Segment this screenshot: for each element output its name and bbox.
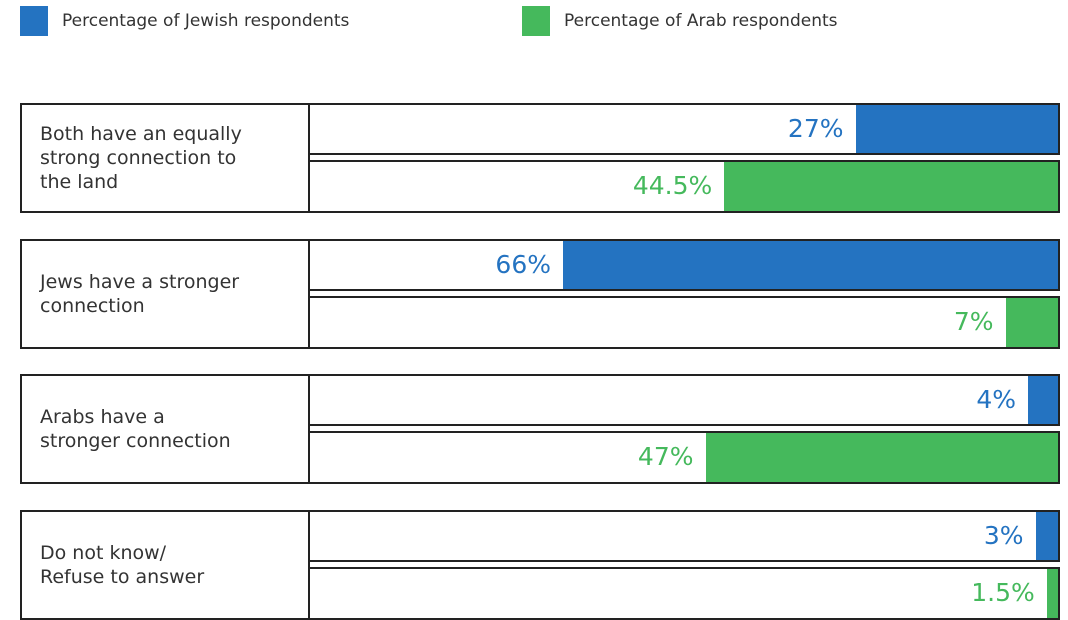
bar-lane: 66% [308, 238, 1060, 291]
bar [563, 240, 1058, 289]
value-label: 4% [976, 385, 1016, 415]
value-label: 3% [983, 521, 1024, 551]
value-label: 47% [637, 442, 694, 472]
value-label: 7% [953, 306, 994, 336]
bar-lane: 1.5% [308, 567, 1060, 620]
legend-label: Percentage of Arab respondents [564, 11, 838, 31]
category-label: Both have an equally strong connection t… [20, 103, 310, 213]
bar [1046, 569, 1058, 619]
bar-lane: 3% [308, 510, 1060, 563]
bar [705, 433, 1058, 483]
bar-lane: 47% [308, 431, 1060, 485]
bar-lane: 44.5% [308, 160, 1060, 213]
value-label: 1.5% [971, 578, 1035, 608]
value-label: 27% [787, 114, 844, 143]
bar [724, 162, 1058, 211]
legend-label: Percentage of Jewish respondents [62, 11, 350, 31]
bar-lane: 4% [308, 374, 1060, 427]
bar-lane: 7% [308, 295, 1060, 349]
legend-swatch [20, 6, 48, 36]
bar [855, 105, 1058, 153]
legend-swatch [522, 6, 550, 36]
category-label: Jews have a stronger connection [20, 238, 310, 349]
value-label: 66% [495, 249, 551, 279]
bar [1005, 297, 1058, 347]
value-label: 44.5% [632, 171, 713, 200]
bar [1035, 512, 1058, 561]
category-label: Arabs have a stronger connection [20, 374, 310, 485]
bar-lane: 27% [308, 103, 1060, 155]
category-label: Do not know/ Refuse to answer [20, 510, 310, 620]
bar [1028, 376, 1058, 425]
